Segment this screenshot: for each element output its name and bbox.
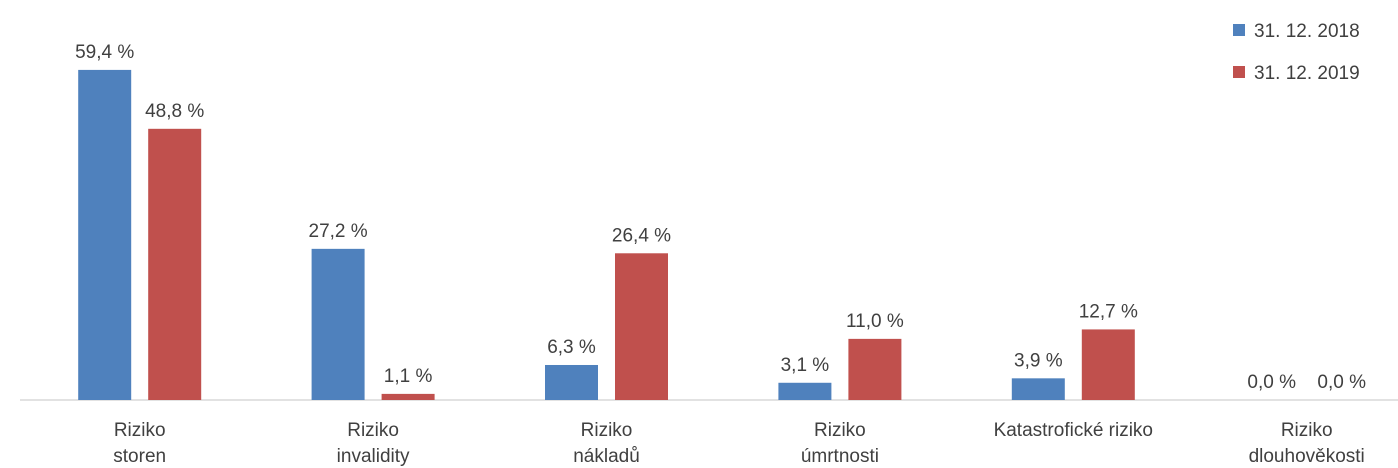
legend-label: 31. 12. 2018 bbox=[1254, 21, 1360, 42]
data-label: 3,1 % bbox=[781, 355, 830, 376]
data-label: 6,3 % bbox=[547, 337, 596, 358]
data-label: 0,0 % bbox=[1247, 372, 1296, 393]
data-label: 27,2 % bbox=[309, 221, 368, 242]
bar bbox=[148, 128, 202, 400]
data-label: 59,4 % bbox=[75, 42, 134, 63]
x-tick-label: Katastrofické riziko bbox=[993, 420, 1154, 441]
data-label: 3,9 % bbox=[1014, 350, 1063, 371]
data-label: 26,4 % bbox=[612, 225, 671, 246]
bar bbox=[311, 248, 365, 400]
x-tick-label: Riziko nákladů bbox=[573, 420, 640, 467]
bar bbox=[1081, 329, 1135, 400]
data-label: 1,1 % bbox=[384, 366, 433, 387]
data-label: 48,8 % bbox=[145, 101, 204, 122]
data-label: 0,0 % bbox=[1317, 372, 1366, 393]
data-label: 11,0 % bbox=[846, 311, 904, 332]
x-tick-label: Riziko storen bbox=[113, 420, 167, 467]
data-label: 12,7 % bbox=[1079, 301, 1138, 322]
bar bbox=[848, 338, 902, 400]
legend-swatch bbox=[1233, 24, 1245, 36]
bar bbox=[778, 382, 832, 400]
bar bbox=[545, 364, 598, 400]
x-tick-label: Riziko úmrtnosti bbox=[800, 420, 879, 467]
x-tick-label: Riziko dlouhověkosti bbox=[1248, 420, 1365, 467]
bar bbox=[78, 69, 132, 401]
bar bbox=[615, 253, 668, 400]
x-tick-label: Riziko invalidity bbox=[336, 420, 410, 467]
legend-label: 31. 12. 2019 bbox=[1254, 63, 1360, 84]
bar bbox=[381, 393, 435, 400]
bar bbox=[1011, 378, 1065, 400]
legend-swatch bbox=[1233, 66, 1245, 78]
